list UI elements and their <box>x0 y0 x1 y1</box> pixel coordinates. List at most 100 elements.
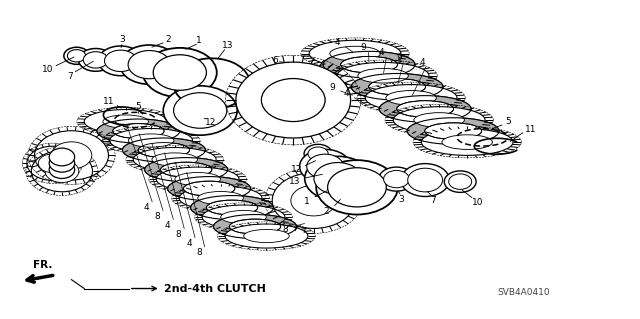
Ellipse shape <box>300 149 351 183</box>
Ellipse shape <box>145 158 228 182</box>
Ellipse shape <box>179 186 262 210</box>
Ellipse shape <box>449 174 472 189</box>
Text: 9: 9 <box>330 83 335 92</box>
Ellipse shape <box>340 56 397 73</box>
Ellipse shape <box>38 154 67 173</box>
Ellipse shape <box>323 51 415 78</box>
Ellipse shape <box>314 163 362 194</box>
Text: 7: 7 <box>67 72 73 81</box>
Ellipse shape <box>386 91 436 105</box>
Text: 8: 8 <box>283 225 289 234</box>
Ellipse shape <box>133 147 216 172</box>
Ellipse shape <box>337 63 429 89</box>
Ellipse shape <box>236 62 351 138</box>
Ellipse shape <box>316 160 397 214</box>
Ellipse shape <box>49 148 75 166</box>
Ellipse shape <box>307 154 344 179</box>
Ellipse shape <box>225 224 308 248</box>
Ellipse shape <box>330 46 380 61</box>
Text: 4: 4 <box>165 221 170 230</box>
Ellipse shape <box>97 119 180 143</box>
Ellipse shape <box>120 45 179 84</box>
Ellipse shape <box>408 168 443 192</box>
Text: 8: 8 <box>196 248 202 257</box>
Text: 4: 4 <box>419 58 425 67</box>
Ellipse shape <box>394 107 485 133</box>
Text: 10: 10 <box>472 198 484 207</box>
Ellipse shape <box>380 96 471 122</box>
Text: 13: 13 <box>289 177 300 186</box>
Ellipse shape <box>351 73 443 100</box>
Ellipse shape <box>173 93 227 128</box>
Ellipse shape <box>244 229 289 243</box>
Ellipse shape <box>397 101 454 117</box>
Text: 9: 9 <box>360 43 366 52</box>
Text: 4: 4 <box>144 203 150 212</box>
Text: 4: 4 <box>186 239 192 248</box>
Ellipse shape <box>191 196 273 219</box>
Ellipse shape <box>109 129 193 152</box>
Text: 1: 1 <box>305 197 310 206</box>
Ellipse shape <box>138 143 189 158</box>
Text: 8: 8 <box>175 230 181 239</box>
Text: 4: 4 <box>344 89 349 98</box>
Ellipse shape <box>138 143 189 158</box>
Ellipse shape <box>152 153 198 166</box>
Ellipse shape <box>168 177 250 201</box>
Text: 9: 9 <box>396 53 402 62</box>
Ellipse shape <box>45 160 79 182</box>
Ellipse shape <box>414 113 465 127</box>
Ellipse shape <box>113 123 164 138</box>
Ellipse shape <box>380 96 471 122</box>
Ellipse shape <box>365 85 457 111</box>
Ellipse shape <box>425 123 482 139</box>
Text: 2nd-4th CLUTCH: 2nd-4th CLUTCH <box>164 284 266 293</box>
Ellipse shape <box>261 78 325 122</box>
Ellipse shape <box>79 48 113 71</box>
Ellipse shape <box>191 196 273 219</box>
Ellipse shape <box>168 177 250 201</box>
Text: 11: 11 <box>525 125 536 134</box>
Text: 12: 12 <box>291 165 302 174</box>
Text: 5: 5 <box>506 117 511 126</box>
Text: 13: 13 <box>222 41 234 49</box>
Ellipse shape <box>229 219 281 234</box>
Ellipse shape <box>153 55 207 90</box>
Ellipse shape <box>161 162 212 177</box>
Ellipse shape <box>309 40 401 67</box>
Ellipse shape <box>122 138 205 162</box>
Ellipse shape <box>184 181 235 196</box>
Ellipse shape <box>397 101 454 117</box>
Text: SVB4A0410: SVB4A0410 <box>497 288 550 297</box>
Ellipse shape <box>104 50 136 71</box>
Ellipse shape <box>198 191 243 205</box>
Ellipse shape <box>304 144 332 163</box>
Ellipse shape <box>206 200 258 215</box>
Text: 8: 8 <box>155 212 161 221</box>
Ellipse shape <box>272 173 355 228</box>
Ellipse shape <box>328 168 387 207</box>
Ellipse shape <box>262 79 324 121</box>
Ellipse shape <box>99 46 143 76</box>
Ellipse shape <box>383 170 410 188</box>
Ellipse shape <box>122 138 205 162</box>
Text: 5: 5 <box>136 102 141 111</box>
Ellipse shape <box>163 86 237 135</box>
Ellipse shape <box>425 123 482 139</box>
Ellipse shape <box>323 51 415 78</box>
Ellipse shape <box>358 68 408 83</box>
Ellipse shape <box>51 142 92 169</box>
Text: 10: 10 <box>42 65 53 74</box>
Text: 2: 2 <box>324 207 329 216</box>
Ellipse shape <box>214 214 296 239</box>
Ellipse shape <box>305 156 371 201</box>
Ellipse shape <box>401 164 449 197</box>
Ellipse shape <box>156 167 239 191</box>
Text: FR.: FR. <box>33 260 52 270</box>
Ellipse shape <box>83 52 108 68</box>
Ellipse shape <box>407 118 499 144</box>
Ellipse shape <box>369 78 426 95</box>
Ellipse shape <box>129 134 174 147</box>
Ellipse shape <box>35 131 108 180</box>
Ellipse shape <box>113 123 164 138</box>
